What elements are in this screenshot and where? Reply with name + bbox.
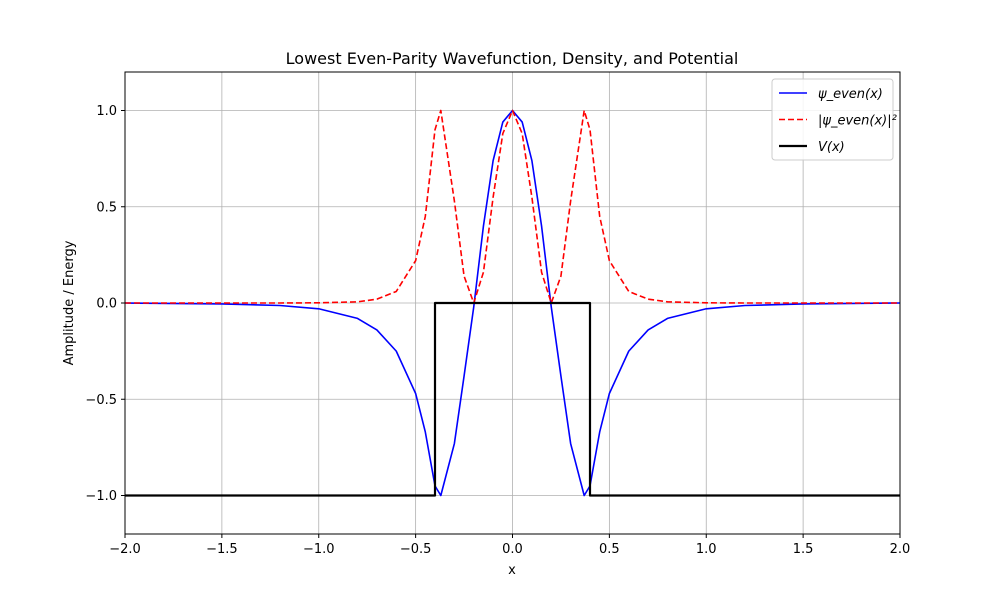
x-tick-label: −0.5 [400,542,432,557]
x-axis-label: x [508,563,516,578]
y-axis-label: Amplitude / Energy [62,240,77,365]
legend-box [771,78,894,161]
legend-entry-potential-label: V(x) [818,140,845,155]
y-tick-label: 1.0 [96,104,117,119]
x-tick-label: 1.0 [696,542,717,557]
x-tick-label: 0.0 [502,542,523,557]
x-tick-label: 1.5 [793,542,814,557]
y-tick-label: 0.5 [96,200,117,215]
x-tick-label: −1.0 [303,542,335,557]
y-tick-label: −1.0 [85,489,117,504]
chart-title: Lowest Even-Parity Wavefunction, Density… [286,49,739,68]
legend-entry-psi-even-label: ψ_even(x) [818,87,883,102]
x-tick-label: −1.5 [206,542,238,557]
psi-even-squared-line [125,109,900,304]
x-tick-label: −2.0 [109,542,141,557]
legend: ψ_even(x) |ψ_even(x)|² V(x) [771,78,897,161]
x-tick-label: 2.0 [890,542,911,557]
y-tick-label: −0.5 [85,393,117,408]
potential-line [125,301,900,497]
plot-series [125,109,900,497]
x-tick-label: 0.5 [599,542,620,557]
legend-entry-psi-even-squared-label: |ψ_even(x)|² [818,114,897,129]
y-tick-label: 0.0 [96,297,117,312]
axis-ticks: −2.0 −1.5 −1.0 −0.5 0.0 0.5 1.0 1.5 2.0 −1.0 −0.5 0… [85,104,910,557]
